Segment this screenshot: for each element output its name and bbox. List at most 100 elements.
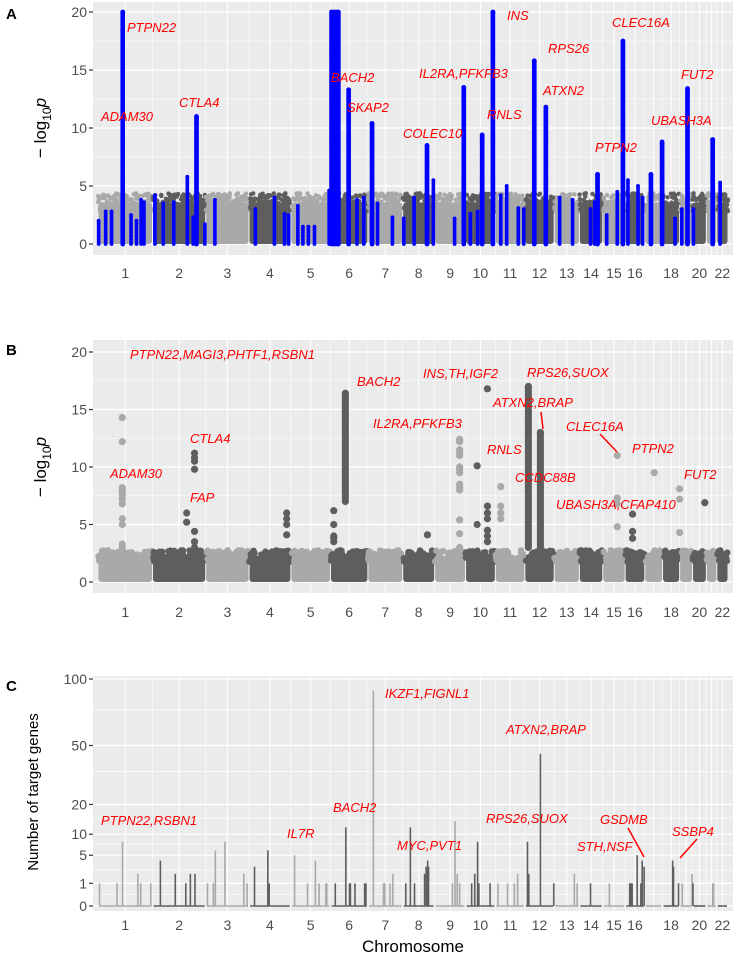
- panel-a-snp-point: [124, 198, 129, 204]
- panel-a-snp-point: [354, 194, 360, 199]
- panel-letter-c: C: [6, 678, 17, 695]
- panel-a-x-tick-label-chr14: 14: [583, 265, 599, 281]
- panel-a-highlighted-snp: [295, 203, 300, 208]
- panel-a-snp-point: [212, 194, 218, 199]
- panel-a-snp-point: [665, 194, 670, 200]
- panel-a-snp-point: [96, 199, 101, 205]
- panel-a-snp-point: [629, 196, 635, 202]
- panel-a-snp-point: [390, 202, 395, 208]
- panel-a-snp-point: [382, 196, 388, 201]
- panel-b-x-tick-label-chr12: 12: [532, 604, 548, 620]
- panel-a-highlighted-snp: [640, 195, 645, 200]
- panel-a-snp-point: [242, 203, 247, 209]
- panel-a-snp-point: [180, 208, 186, 213]
- panel-b-x-tick-label-chr1: 1: [121, 604, 129, 620]
- panel-a-snp-point: [701, 208, 706, 213]
- panel-b-x-tick-label-chr8: 8: [415, 604, 423, 620]
- panel-a-snp-point: [394, 201, 399, 207]
- panel-b-x-tick-label-chr5: 5: [307, 604, 315, 620]
- panel-a-snp-point: [97, 208, 103, 213]
- panel-a-snp-point: [381, 209, 386, 214]
- panel-a-snp-point: [673, 206, 679, 212]
- panel-a-snp-point: [382, 206, 387, 211]
- panel-a-highlighted-snp: [361, 195, 366, 200]
- panel-a-highlighted-snp: [490, 9, 496, 15]
- panel-a-snp-point: [393, 197, 398, 203]
- panel-a-snp-point: [513, 201, 519, 206]
- panel-a-snp-point: [205, 205, 211, 210]
- panel-a-highlighted-snp: [300, 224, 305, 229]
- panel-a-highlighted-snp: [521, 207, 526, 212]
- panel-b-snp-point: [338, 548, 345, 555]
- panel-a-snp-point: [97, 195, 103, 200]
- panel-a-snp-point: [524, 204, 529, 209]
- panel-a-x-tick-label-chr9: 9: [446, 265, 454, 281]
- panel-b-snp-point: [95, 557, 103, 564]
- panel-a-snp-point: [583, 194, 588, 199]
- panel-a-x-tick-label-chr16: 16: [627, 265, 643, 281]
- panel-a-snp-point: [577, 192, 582, 197]
- panel-a-snp-point: [342, 194, 348, 199]
- panel-a-snp-point: [691, 191, 696, 196]
- panel-a-highlighted-snp: [202, 222, 207, 227]
- panel-a-highlighted-snp: [570, 198, 575, 202]
- panel-a-snp-point: [285, 195, 290, 201]
- panel-b-x-tick-label-chr16: 16: [627, 604, 643, 620]
- panel-a-snp-point: [697, 208, 702, 214]
- panel-a-snp-point: [265, 202, 271, 207]
- panel-b-x-tick-label-chr2: 2: [175, 604, 183, 620]
- panel-b-y-tick-label: 20: [71, 344, 87, 360]
- panel-a-snp-point: [294, 192, 300, 197]
- panel-a-snp-point: [207, 208, 212, 214]
- panel-a-highlighted-snp: [286, 213, 291, 217]
- panel-a-snp-point: [397, 192, 403, 198]
- panel-a-highlighted-snp: [103, 209, 108, 214]
- panel-a-snp-point: [224, 193, 229, 198]
- panel-b-snp-point: [167, 547, 174, 554]
- panel-a-snp-point: [393, 191, 399, 196]
- panel-a-snp-point: [566, 192, 571, 198]
- panel-b-snp-point: [127, 549, 135, 557]
- panel-a-snp-point: [146, 191, 151, 197]
- panel-a-snp-point: [342, 207, 348, 213]
- panel-a-highlighted-snp: [312, 224, 317, 229]
- panel-a-snp-point: [276, 192, 281, 197]
- panel-a-highlighted-snp: [96, 218, 101, 223]
- panel-a-background-band-chr3: [206, 202, 249, 244]
- panel-a-snp-point: [159, 193, 164, 199]
- panel-a-snp-point: [167, 195, 173, 200]
- panel-a-snp-point: [389, 197, 394, 202]
- panel-b-snp-point: [351, 551, 359, 559]
- panel-a-highlighted-snp: [412, 195, 416, 200]
- panel-a-snp-point: [163, 196, 169, 201]
- panel-a-snp-point: [701, 201, 706, 206]
- panel-a-snp-point: [699, 192, 705, 198]
- panel-a-snp-point: [607, 200, 612, 205]
- panel-a-x-tick-label-chr10: 10: [473, 265, 489, 281]
- panel-a-snp-point: [539, 204, 545, 209]
- panel-a-snp-point: [176, 202, 181, 207]
- panel-a-highlighted-snp: [346, 87, 352, 93]
- panel-b-snp-point: [239, 555, 247, 562]
- panel-a-snp-point: [438, 209, 443, 214]
- panel-a-snp-point: [397, 196, 402, 202]
- panel-a-highlighted-snp: [718, 180, 723, 185]
- panel-a-snp-point: [609, 194, 615, 200]
- panel-a-snp-point: [315, 200, 320, 206]
- panel-a-snp-point: [309, 204, 314, 209]
- panel-a-snp-point: [300, 196, 305, 202]
- panel-a-highlighted-snp: [498, 193, 503, 198]
- panel-a-snp-point: [554, 206, 559, 211]
- panel-a-highlighted-snp: [424, 143, 430, 148]
- panel-a-snp-point: [177, 205, 182, 211]
- panel-a-snp-point: [403, 205, 409, 211]
- panel-a-snp-point: [105, 193, 110, 198]
- panel-b-snp-point: [173, 554, 181, 561]
- panel-a-snp-point: [258, 207, 263, 212]
- panel-a-snp-point: [583, 209, 588, 214]
- panel-b-snp-point: [112, 558, 119, 565]
- panel-a-y-tick-label: 15: [71, 62, 87, 78]
- panel-a-snp-point: [181, 203, 186, 209]
- panel-a-snp-point: [318, 208, 324, 213]
